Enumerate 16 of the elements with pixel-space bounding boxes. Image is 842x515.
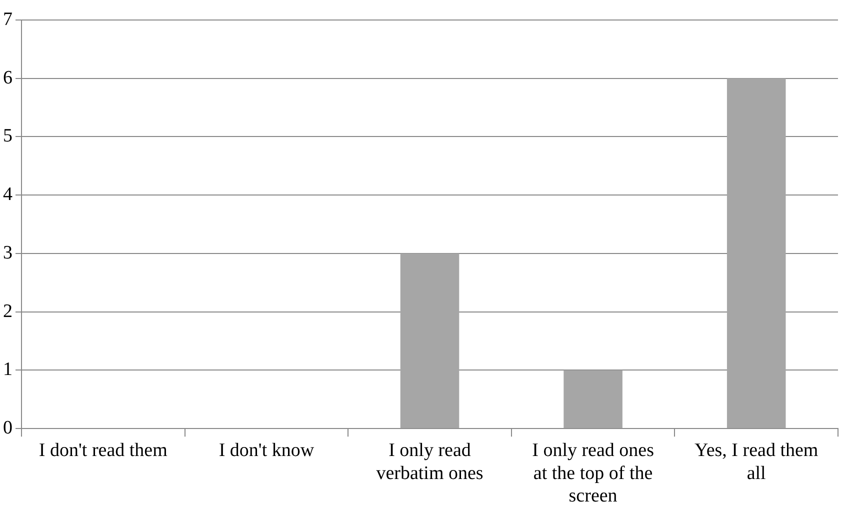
x-tick-label: Yes, I read them all (694, 440, 818, 484)
x-tick-label: I don't know (218, 440, 314, 461)
y-tick-label: 6 (3, 67, 12, 88)
bar (564, 370, 622, 428)
x-tick-label: I don't read them (38, 440, 168, 461)
y-tick-label: 4 (3, 184, 13, 206)
x-tick-label: I only read verbatim ones (376, 440, 484, 484)
y-tick-label: 2 (3, 300, 12, 322)
y-tick-label: 1 (3, 359, 12, 380)
y-tick-label: 5 (3, 126, 12, 147)
x-tick-label: I only read ones at the top of the screen (532, 440, 654, 507)
bar (400, 253, 460, 428)
y-tick-label: 3 (3, 242, 12, 264)
y-tick-label: 0 (3, 418, 12, 439)
bar (726, 78, 786, 428)
y-tick-label: 7 (3, 8, 12, 30)
